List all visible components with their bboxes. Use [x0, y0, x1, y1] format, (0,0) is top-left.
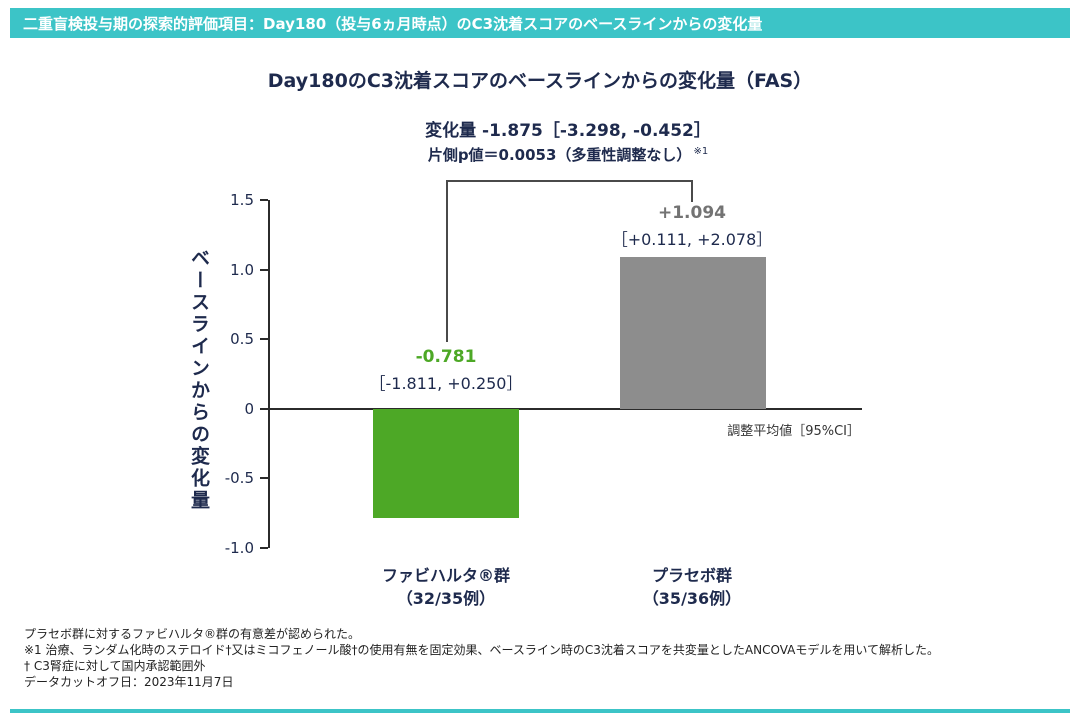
chart-title: Day180のC3沈着スコアのベースラインからの変化量（FAS） — [267, 70, 813, 92]
comparison-note-ref: ※1 — [693, 146, 709, 157]
y-axis-tick-label: 1.5 — [230, 191, 254, 209]
zero-baseline — [268, 407, 862, 410]
y-axis-label: ベースラインからの変化量 — [188, 248, 210, 512]
header-title: 二重盲検投与期の探索的評価項目：Day180（投与6ヵ月時点）のC3沈着スコアの… — [23, 14, 763, 33]
bar-fabhalta — [373, 408, 519, 518]
comparison-bracket-top — [446, 180, 693, 182]
footnotes: プラセボ群に対するファビハルタ®群の有意差が認められた。 ※1 治療、ランダム化… — [24, 626, 939, 690]
y-axis-tick-label: 0 — [244, 399, 254, 418]
footnote-ancova-model: ※1 治療、ランダム化時のステロイド†又はミコフェノール酸†の使用有無を固定効果… — [24, 643, 940, 657]
comparison-pvalue-text: 片側p値＝0.0053（多重性調整なし） — [427, 146, 692, 164]
category-n-fabhalta: （32/35例） — [396, 589, 496, 608]
y-axis-tick — [260, 338, 268, 341]
comparison-pvalue-label: 片側p値＝0.0053（多重性調整なし） ※1 — [268, 144, 868, 165]
ci-label-placebo: ［+0.111, +2.078］ — [611, 230, 773, 249]
value-label-fabhalta: -0.781 — [415, 347, 477, 367]
ci-label-fabhalta: ［-1.811, +0.250］ — [369, 374, 523, 393]
category-label-placebo: プラセボ群 — [651, 566, 732, 585]
value-label-placebo: +1.094 — [657, 203, 727, 223]
y-axis-tick-label: 0.5 — [230, 330, 254, 349]
y-axis-tick-label: -0.5 — [224, 469, 254, 488]
category-n-placebo: （35/36例） — [642, 589, 742, 608]
y-axis-tick — [260, 199, 268, 201]
footnote-data-cutoff: データカットオフ日：2023年11月7日 — [24, 675, 234, 689]
footnote-dagger-approval: † C3腎症に対して国内承認範囲外 — [24, 659, 206, 673]
y-axis-tick-label: 1.0 — [230, 260, 254, 279]
y-axis-tick-label: -1.0 — [224, 539, 254, 557]
bar-placebo — [620, 256, 766, 409]
footnote-significance: プラセボ群に対するファビハルタ®群の有意差が認められた。 — [24, 627, 361, 641]
header-bar: 二重盲検投与期の探索的評価項目：Day180（投与6ヵ月時点）のC3沈着スコアの… — [10, 8, 1070, 38]
y-axis-line — [268, 200, 270, 548]
y-axis-tick — [260, 268, 268, 271]
bottom-accent-bar — [10, 709, 1070, 713]
y-axis-tick — [260, 407, 268, 410]
comparison-bracket-right — [691, 180, 693, 202]
adjusted-mean-ci-note: 調整平均値［95%CI］ — [727, 424, 860, 439]
category-label-fabhalta: ファビハルタ®群 — [381, 566, 510, 585]
y-axis-tick — [260, 477, 268, 480]
y-axis-tick — [260, 547, 268, 549]
comparison-bracket-left — [446, 180, 448, 342]
comparison-difference-label: 変化量 -1.875［-3.298, -0.452］ — [425, 121, 711, 141]
plot-area: 1.5 1.0 0.5 0 -0.5 -1.0 — [225, 191, 862, 557]
